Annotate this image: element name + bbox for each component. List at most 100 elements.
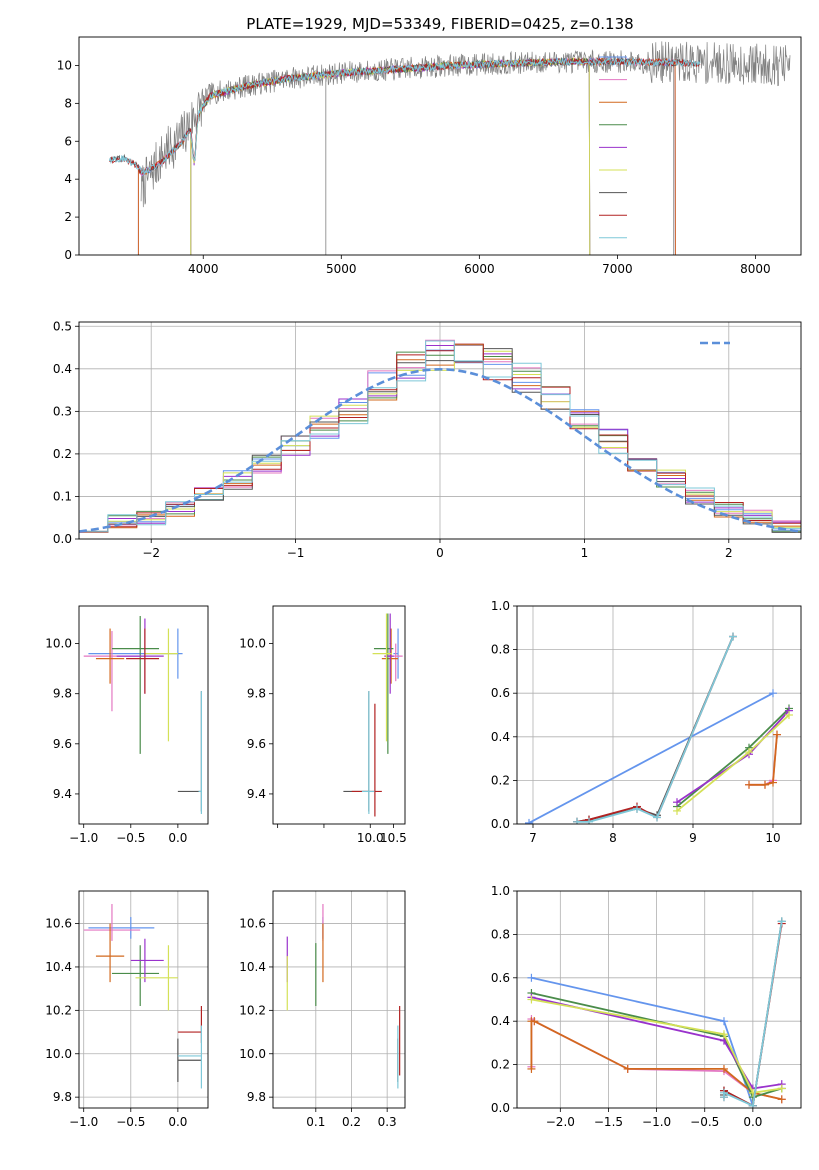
y-tick-label: 10.6 xyxy=(45,917,72,931)
errorbar-marker xyxy=(177,1025,203,1089)
errorbar-marker xyxy=(177,691,203,812)
x-tick-label: 0 xyxy=(436,546,444,560)
mass-weight-point xyxy=(719,1030,728,1039)
residuals-plot-area xyxy=(79,339,801,539)
errorbar-marker xyxy=(177,1038,202,1082)
y-tick-label: 0.8 xyxy=(491,643,510,657)
mass-vs-EBV-panel: 0.1 0.2 0.3 9.8 10.0 10.2 10.4 10.6 xyxy=(239,890,406,1129)
mass-weight-point xyxy=(719,1017,728,1026)
mass-weight-point xyxy=(777,1084,786,1093)
mass-weight-line xyxy=(531,992,782,1099)
errorbar-marker xyxy=(95,923,125,983)
mass-weight-point xyxy=(748,1101,757,1108)
mass-weight-line xyxy=(531,998,782,1094)
errorbar-marker xyxy=(111,945,160,1007)
x-tick-label: 0.0 xyxy=(168,831,187,845)
mass-weight-line xyxy=(576,636,734,823)
mass-weight-line xyxy=(528,692,774,824)
errorbar-marker xyxy=(144,628,178,742)
errorbar-marker xyxy=(95,628,125,684)
x-tick-label: −0.5 xyxy=(116,1115,145,1129)
y-tick-label: 0.4 xyxy=(53,362,72,376)
y-tick-label: 9.4 xyxy=(247,787,266,801)
mass-weight-point xyxy=(785,711,793,719)
y-tick-label: 10.4 xyxy=(239,960,266,974)
y-tick-label: 10.0 xyxy=(45,637,72,651)
age-vs-Z-plot-area xyxy=(83,616,203,814)
mass-weight-point xyxy=(769,689,777,698)
x-tick-label: −0.5 xyxy=(690,1115,719,1129)
model-spectrum-line xyxy=(137,56,676,255)
x-tick-label: 0.0 xyxy=(168,1115,187,1129)
axes-frame xyxy=(78,36,802,256)
mass-weight-line xyxy=(577,636,734,823)
mass-weight-point xyxy=(719,1088,728,1097)
errorbar-marker xyxy=(83,631,141,712)
x-tick-label: 6000 xyxy=(464,262,495,276)
mass-weight-point xyxy=(525,818,533,824)
axes-frame xyxy=(78,321,802,540)
mass-weight-point xyxy=(729,632,737,641)
x-tick-label: 2 xyxy=(725,546,733,560)
y-tick-label: 0.1 xyxy=(53,489,72,503)
mass-vs-EBV-grid xyxy=(273,891,405,1108)
errorbar-marker xyxy=(126,628,160,694)
errorbar-marker xyxy=(135,945,178,1011)
mass-vs-Z-plot-area xyxy=(83,904,203,1089)
errorbar-marker xyxy=(177,1006,203,1043)
errorbar-marker xyxy=(83,904,141,941)
y-tick-label: 10.0 xyxy=(239,1047,266,1061)
mass-weight-point xyxy=(527,973,536,982)
spectrum-plot-area xyxy=(108,41,791,255)
y-tick-label: 0.4 xyxy=(491,730,510,744)
y-tick-label: 6 xyxy=(64,134,72,148)
axes-frame xyxy=(78,890,209,1109)
mass-weight-point xyxy=(769,778,777,787)
mass-weight-point xyxy=(719,1064,728,1073)
y-tick-label: 1.0 xyxy=(491,599,510,613)
errorbar-marker xyxy=(361,691,375,814)
y-tick-label: 9.4 xyxy=(53,787,72,801)
mass-weight-line xyxy=(576,636,734,823)
mass-weight-vs-age-panel: 7 8 9 10 0.0 0.2 0.4 0.6 0.8 1.0 xyxy=(491,599,802,845)
spectrum-panel: 4000 5000 6000 7000 8000 0 2 4 6 8 10 xyxy=(57,36,802,276)
mass-weight-point xyxy=(530,1017,539,1026)
x-tick-label: 4000 xyxy=(188,262,219,276)
mass-weight-point xyxy=(633,804,641,813)
y-tick-label: 9.6 xyxy=(247,737,266,751)
mass-weight-point xyxy=(623,1064,632,1073)
x-tick-label: −1.0 xyxy=(642,1115,671,1129)
mass-weight-point xyxy=(745,780,753,789)
errorbar-marker xyxy=(88,917,155,939)
y-tick-label: 0.0 xyxy=(491,1101,510,1115)
y-tick-label: 4 xyxy=(64,172,72,186)
x-tick-label: 0.0 xyxy=(743,1115,762,1129)
x-tick-label: 9 xyxy=(689,831,697,845)
x-tick-label: 0.1 xyxy=(306,1115,325,1129)
errorbar-marker xyxy=(111,616,160,754)
x-tick-label: 7 xyxy=(529,831,537,845)
errorbar-marker xyxy=(130,938,164,983)
axes-frame xyxy=(516,605,802,825)
x-tick-label: −0.5 xyxy=(116,831,145,845)
age-vs-Z-panel: −1.0 −0.5 0.0 9.4 9.6 9.8 10.0 xyxy=(45,605,209,845)
y-tick-label: 1.0 xyxy=(491,884,510,898)
x-tick-label: −1.0 xyxy=(69,1115,98,1129)
model-spectrum-line xyxy=(137,56,676,255)
x-tick-label: 10.0 xyxy=(357,831,384,845)
mass-weight-point xyxy=(673,806,681,815)
mass-weight-point xyxy=(761,780,769,789)
x-tick-label: 10.5 xyxy=(380,831,407,845)
mass-weight-vs-Z-panel: −2.0 −1.5 −1.0 −0.5 0.0 0.0 0.2 0.4 0.6 0.8 1.0 xyxy=(491,884,802,1129)
mass-weight-point xyxy=(777,917,786,926)
errorbar-marker xyxy=(343,691,370,812)
mass-vs-Z-panel: −1.0 −0.5 0.0 9.8 10.0 10.2 10.4 10.6 xyxy=(45,890,209,1129)
x-tick-label: −1 xyxy=(287,546,305,560)
mass-weight-vs-age-plot-area xyxy=(525,632,793,824)
mass-weight-point xyxy=(777,1095,786,1104)
x-tick-label: −2.0 xyxy=(546,1115,575,1129)
x-tick-label: 10 xyxy=(765,831,780,845)
x-tick-label: −2 xyxy=(142,546,160,560)
mass-weight-point xyxy=(527,1064,536,1073)
y-tick-label: 2 xyxy=(64,210,72,224)
